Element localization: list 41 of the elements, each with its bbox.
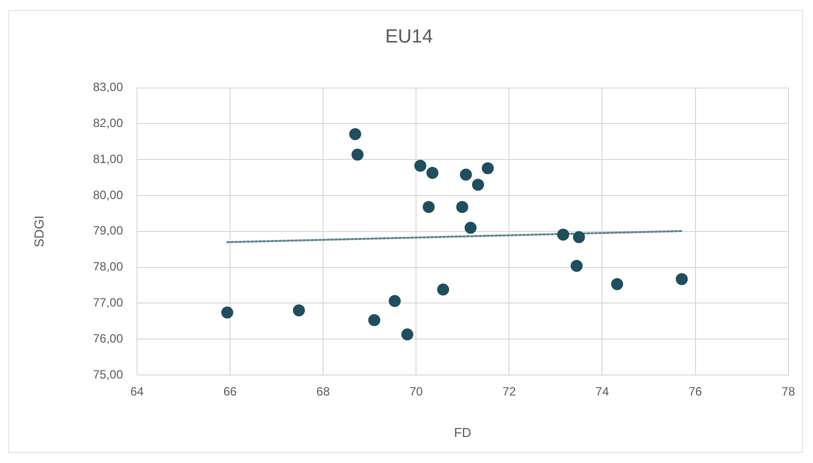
x-tick-label: 78 bbox=[782, 384, 796, 399]
y-tick-label: 82,00 bbox=[92, 116, 124, 130]
point bbox=[676, 273, 688, 286]
point bbox=[611, 278, 624, 290]
point bbox=[570, 260, 583, 272]
point bbox=[349, 128, 362, 140]
x-tick-label: 64 bbox=[130, 384, 144, 399]
point bbox=[388, 295, 401, 308]
point bbox=[464, 222, 477, 234]
point bbox=[292, 304, 305, 316]
y-tick-label: 81,00 bbox=[92, 152, 124, 166]
point bbox=[426, 166, 438, 179]
x-tick-label: 66 bbox=[223, 384, 238, 399]
y-tick-label: 80,00 bbox=[92, 188, 124, 202]
y-tick-label: 79,00 bbox=[92, 224, 124, 238]
point bbox=[472, 178, 484, 191]
point bbox=[557, 228, 570, 241]
y-tick-label: 76,00 bbox=[92, 331, 124, 346]
y-tick-label: 77,00 bbox=[92, 296, 124, 310]
point bbox=[437, 284, 450, 296]
point bbox=[482, 162, 494, 174]
point bbox=[368, 314, 380, 326]
x-axis-title: FD bbox=[454, 424, 472, 440]
point bbox=[221, 306, 234, 319]
point bbox=[352, 148, 364, 161]
y-tick-label: 83,00 bbox=[92, 80, 124, 94]
y-axis-title: SDGI bbox=[31, 216, 46, 248]
point bbox=[572, 231, 585, 244]
point bbox=[422, 200, 435, 213]
x-tick-label: 76 bbox=[688, 384, 702, 399]
point bbox=[456, 200, 468, 213]
x-tick-label: 72 bbox=[502, 384, 516, 399]
point bbox=[401, 328, 414, 340]
y-tick-label: 78,00 bbox=[92, 260, 124, 274]
x-tick-label: 74 bbox=[596, 384, 610, 399]
point bbox=[414, 160, 426, 172]
x-tick-label: 70 bbox=[409, 384, 424, 399]
point bbox=[460, 168, 472, 181]
x-tick-label: 68 bbox=[316, 384, 330, 399]
y-tick-label: 75,00 bbox=[92, 367, 124, 382]
chart-title: EU14 bbox=[385, 26, 434, 48]
